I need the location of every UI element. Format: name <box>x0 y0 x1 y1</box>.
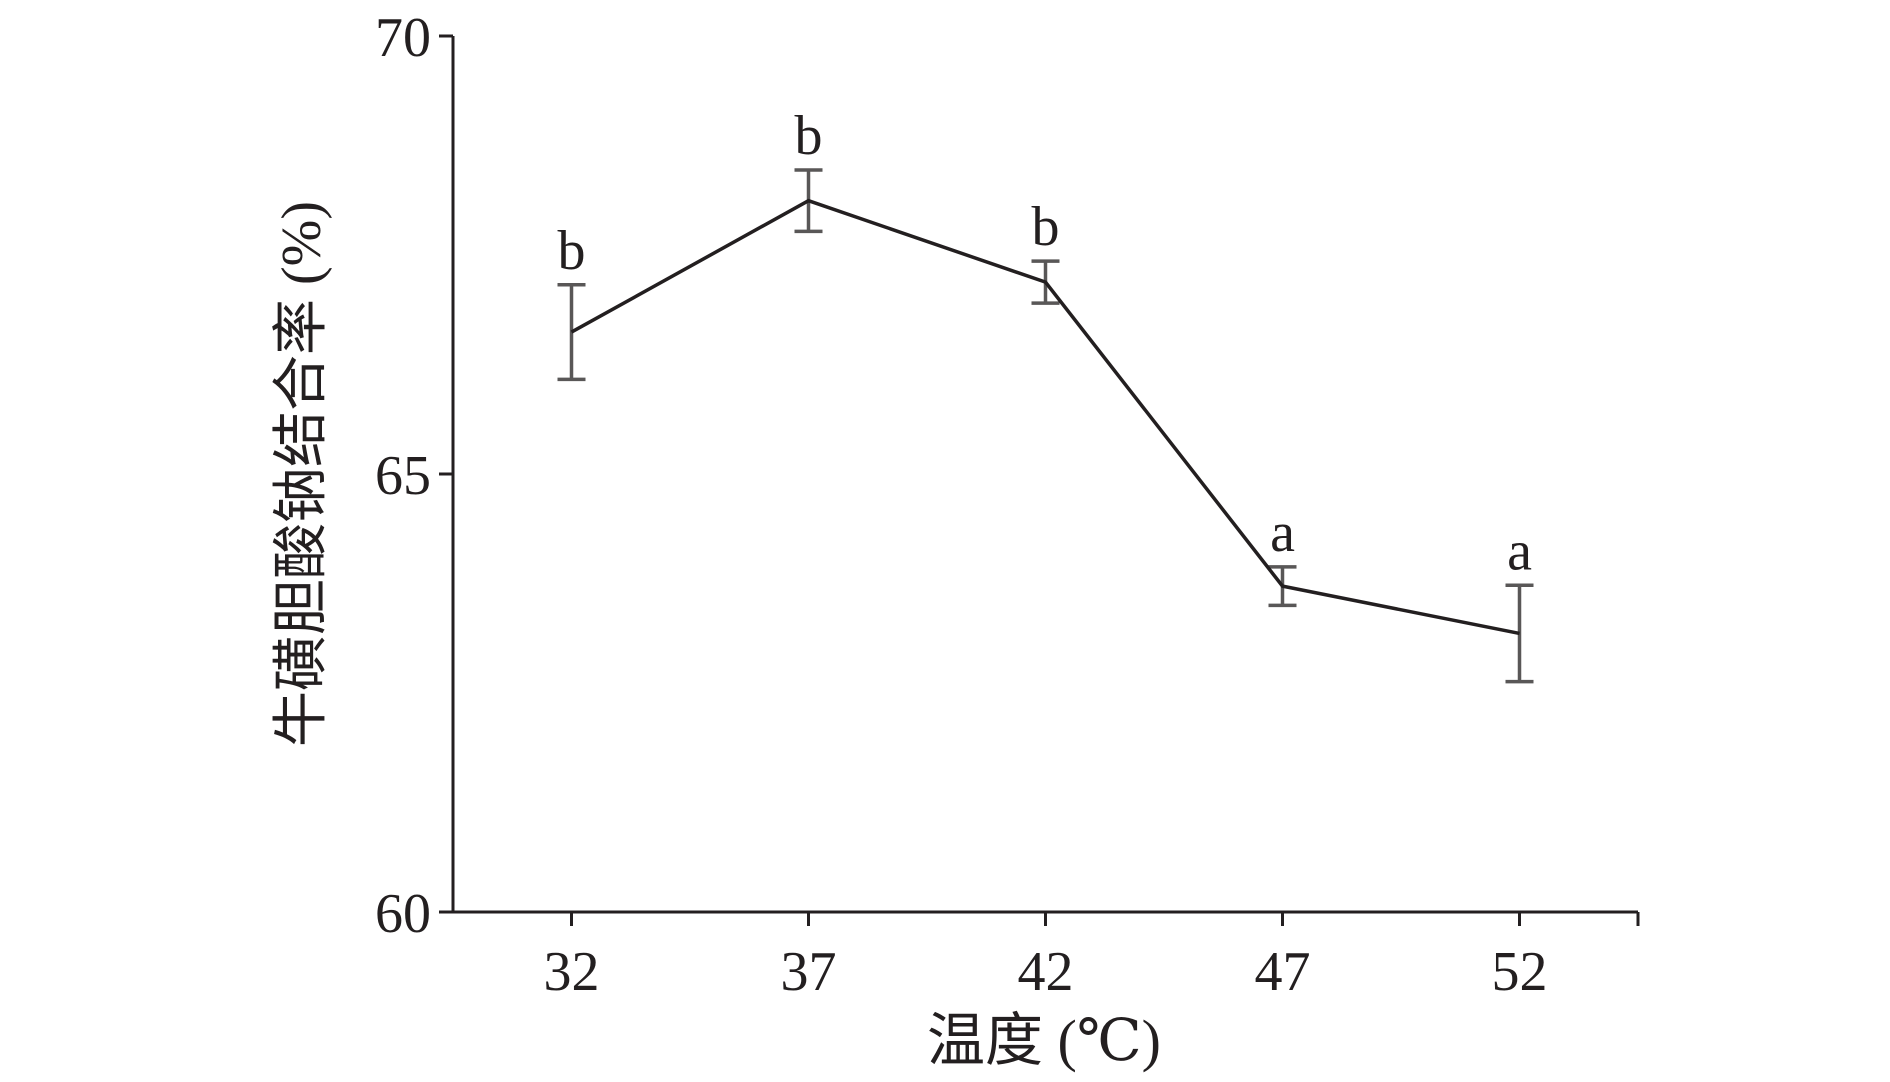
x-axis-label: 温度 (℃) <box>927 1008 1161 1073</box>
x-tick-label: 37 <box>781 941 837 1003</box>
x-tick-label: 47 <box>1255 941 1311 1003</box>
x-tick-label: 52 <box>1492 941 1548 1003</box>
y-tick-label: 65 <box>375 445 431 507</box>
y-tick-label: 70 <box>375 7 431 69</box>
significance-letter: b <box>795 105 823 167</box>
y-tick-label: 60 <box>375 883 431 945</box>
x-tick-label: 32 <box>544 941 600 1003</box>
significance-letter: a <box>1507 520 1532 582</box>
y-axis-label: 牛磺胆酸钠结合率 (%) <box>271 201 333 747</box>
x-tick-label: 42 <box>1018 941 1074 1003</box>
significance-letter: b <box>1032 196 1060 258</box>
significance-letter: b <box>558 220 586 282</box>
significance-letter: a <box>1270 502 1295 564</box>
data-line <box>570 198 1520 636</box>
